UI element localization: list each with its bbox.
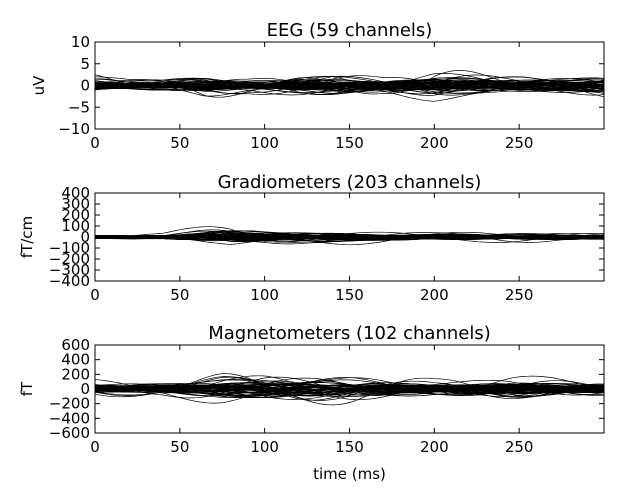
gradiometers-channel-trace xyxy=(95,230,604,240)
eeg-ytick-label: 5 xyxy=(80,55,90,73)
eeg-xtick-label: 150 xyxy=(335,134,364,152)
magnetometers-xtick-label: 150 xyxy=(335,438,364,456)
magnetometers-xtick-label: 0 xyxy=(90,438,100,456)
gradiometers-ytick-label: 200 xyxy=(61,206,90,224)
gradiometers-ytick-label: 400 xyxy=(61,184,90,202)
eeg-xtick-label: 50 xyxy=(170,134,189,152)
magnetometers-ytick-label: −200 xyxy=(49,395,90,413)
eeg-ytick-label: 0 xyxy=(80,77,90,95)
eeg-ylabel: uV xyxy=(30,75,48,96)
gradiometers-ytick-label: −400 xyxy=(49,272,90,290)
magnetometers-ytick-label: −600 xyxy=(49,424,90,442)
magnetometers-channel-trace xyxy=(95,383,604,400)
eeg-ytick-label: −10 xyxy=(58,120,90,138)
gradiometers-xtick-label: 150 xyxy=(335,286,364,304)
magnetometers-xtick-label: 50 xyxy=(170,438,189,456)
gradiometers-ytick-label: −100 xyxy=(49,239,90,257)
eeg-xtick-label: 200 xyxy=(420,134,449,152)
eeg-channel-trace xyxy=(95,81,604,92)
magnetometers-channel-trace xyxy=(95,386,604,396)
magnetometers-channel-trace xyxy=(95,385,604,394)
x-axis-label: time (ms) xyxy=(313,465,386,483)
magnetometers-ylabel: fT xyxy=(18,381,36,396)
eeg-channel-trace xyxy=(95,78,604,91)
magnetometers-channel-trace xyxy=(95,377,604,397)
gradiometers-xtick-label: 0 xyxy=(90,286,100,304)
magnetometers-ytick-label: 400 xyxy=(61,351,90,369)
magnetometers-traces xyxy=(95,373,604,406)
gradiometers-title: Gradiometers (203 channels) xyxy=(218,172,482,193)
eeg-xtick-label: 250 xyxy=(505,134,534,152)
eeg-ytick-label: 10 xyxy=(71,33,90,51)
magnetometers-title: Magnetometers (102 channels) xyxy=(208,323,491,344)
gradiometers-channel-trace xyxy=(95,234,604,243)
magnetometers-axes-frame xyxy=(94,344,605,434)
gradiometers-xtick-label: 100 xyxy=(250,286,279,304)
gradiometers-panel: Gradiometers (203 channels) fT/cm 400300… xyxy=(18,172,605,304)
eeg-title: EEG (59 channels) xyxy=(267,20,433,41)
gradiometers-traces xyxy=(95,226,604,246)
gradiometers-xtick-label: 250 xyxy=(505,286,534,304)
magnetometers-ytick-label: −400 xyxy=(49,409,90,427)
eeg-traces xyxy=(95,70,604,102)
magnetometers-xtick-label: 100 xyxy=(250,438,279,456)
gradiometers-ytick-label: −300 xyxy=(49,261,90,279)
gradiometers-ytick-label: −200 xyxy=(49,250,90,268)
gradiometers-xtick-label: 200 xyxy=(420,286,449,304)
eeg-channel-trace xyxy=(95,78,604,92)
gradiometers-ytick-label: 0 xyxy=(80,228,90,246)
gradiometers-axes-frame xyxy=(94,192,605,282)
gradiometers-ylabel: fT/cm xyxy=(18,216,36,258)
eeg-xtick-label: 0 xyxy=(90,134,100,152)
magnetometers-xtick-label: 250 xyxy=(505,438,534,456)
magnetometers-xtick-label: 200 xyxy=(420,438,449,456)
magnetometers-ytick-label: 0 xyxy=(80,380,90,398)
eeg-xtick-label: 100 xyxy=(250,134,279,152)
magnetometers-panel: Magnetometers (102 channels) fT 60040020… xyxy=(18,323,605,456)
gradiometers-channel-trace xyxy=(95,233,604,241)
eeg-axes-frame xyxy=(94,41,605,130)
magnetometers-channel-trace xyxy=(95,384,604,397)
magnetometers-ytick-label: 200 xyxy=(61,365,90,383)
gradiometers-ytick-label: 300 xyxy=(61,195,90,213)
eeg-ytick-label: −5 xyxy=(68,98,90,116)
eeg-channel-trace xyxy=(95,80,604,94)
gradiometers-ytick-label: 100 xyxy=(61,217,90,235)
gradiometers-xtick-label: 50 xyxy=(170,286,189,304)
magnetometers-ytick-label: 600 xyxy=(61,336,90,354)
eeg-channel-trace xyxy=(95,80,604,92)
